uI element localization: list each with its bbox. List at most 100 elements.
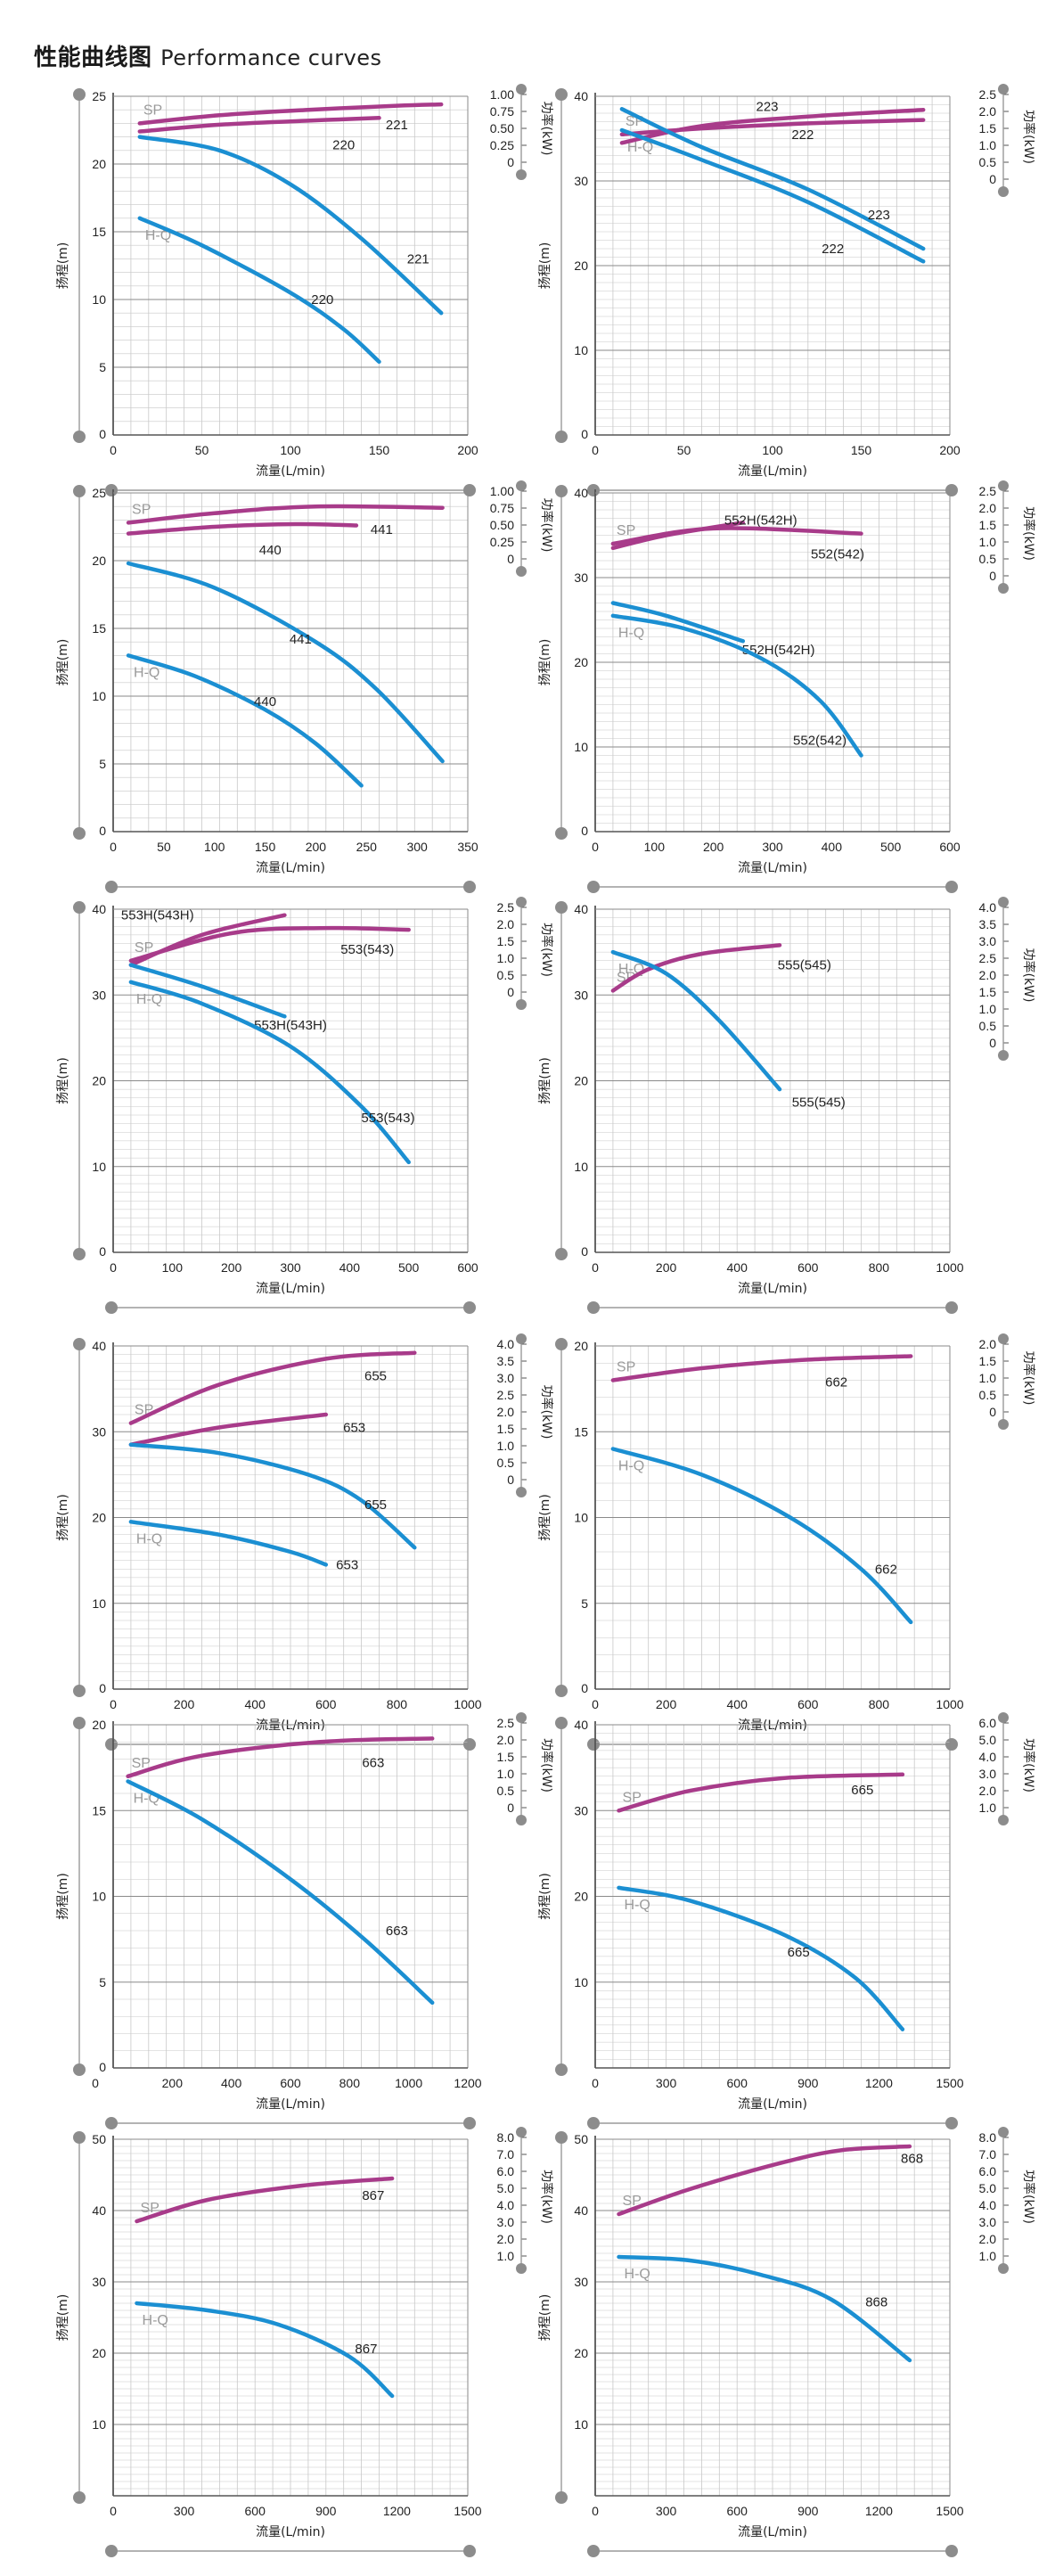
head-curve-868 (617, 2254, 912, 2363)
x-tick-label: 300 (656, 2076, 677, 2090)
y2-axis-label: 功率(kW) (539, 498, 554, 553)
y2-tick-label: 5.0 (979, 2181, 997, 2195)
y2-tick-label: 0.5 (979, 155, 997, 169)
y-tick-label: 40 (92, 902, 106, 916)
series-label: 552(542) (811, 546, 864, 562)
x-tick-label: 0 (592, 840, 599, 854)
y2-tick-label: 4.0 (497, 2198, 515, 2212)
x-tick-label: 200 (656, 1697, 677, 1711)
axis-end-dot (463, 484, 476, 496)
y-tick-label: 5 (99, 1975, 106, 1989)
x-tick-label: 200 (703, 840, 724, 854)
x-tick-label: 1500 (936, 2504, 963, 2518)
x-tick-label: 1000 (395, 2076, 422, 2090)
x-tick-label: 900 (797, 2504, 819, 2518)
x-tick-label: 200 (162, 2076, 184, 2090)
axis-end-dot (516, 84, 527, 94)
axis-end-dot (105, 484, 118, 496)
head-curve-222 (619, 127, 926, 264)
axis-end-dot (73, 1717, 86, 1729)
series-label: 653 (343, 1420, 365, 1435)
axis-end-dot (73, 431, 86, 443)
y-axis-label: 扬程(m) (538, 1873, 552, 1920)
y2-tick-label: 2.0 (979, 1337, 997, 1351)
x-tick-label: 600 (457, 1260, 478, 1275)
head-curve-665 (617, 1885, 905, 2031)
hq-tag: H-Q (627, 140, 653, 155)
series-label: 662 (825, 1374, 847, 1390)
x-tick-label: 600 (727, 2076, 748, 2090)
power-curve-655 (128, 1350, 417, 1425)
chart-11: 10 20 30 40 50 0 300 600 900 1200 1500 流量(L/min) 扬程(… (56, 2127, 554, 2557)
series-label: 220 (332, 138, 355, 153)
series-label: 222 (822, 242, 844, 257)
power-curve-662 (610, 1354, 913, 1382)
axis-end-dot (998, 1712, 1009, 1723)
chart-10: 10 20 30 40 0 300 600 900 1200 1500 流量(L/min) 扬程(m)… (538, 1712, 1036, 2129)
axis-end-dot (105, 2117, 118, 2129)
y-tick-label: 40 (574, 902, 588, 916)
power-curve-555545 (610, 943, 782, 993)
y-tick-label: 15 (574, 1424, 588, 1439)
y2-tick-label: 1.5 (979, 985, 997, 999)
y2-tick-label: 3.5 (979, 917, 997, 931)
series-label: 868 (901, 2152, 923, 2167)
head-curve-553543 (128, 980, 411, 1165)
y-tick-label: 0 (581, 1681, 588, 1695)
y-tick-label: 15 (92, 621, 106, 636)
axis-end-dot (555, 1248, 568, 1260)
power-curve-653 (128, 1412, 329, 1447)
x-tick-label: 1200 (865, 2076, 893, 2090)
x-tick-label: 50 (195, 443, 209, 457)
x-tick-label: 300 (280, 1260, 301, 1275)
y2-tick-label: 1.5 (497, 1750, 515, 1764)
y-axis-label: 扬程(m) (538, 1494, 552, 1541)
power-curve-440 (126, 521, 359, 536)
y-tick-label: 20 (92, 1718, 106, 1732)
y2-tick-label: 1.00 (490, 484, 514, 498)
sp-tag: SP (135, 940, 153, 956)
y2-tick-label: 1.0 (979, 535, 997, 549)
y2-tick-label: 1.00 (490, 87, 514, 102)
sp-tag: SP (617, 970, 635, 985)
x-tick-label: 600 (315, 1697, 337, 1711)
series-label: 663 (362, 1755, 384, 1770)
y2-tick-label: 1.0 (497, 1767, 515, 1781)
x-tick-label: 0 (592, 1697, 599, 1711)
series-label: 223 (868, 208, 890, 223)
axis-end-dot (555, 431, 568, 443)
axis-end-dot (998, 897, 1009, 907)
y-tick-label: 50 (92, 2132, 106, 2146)
y-tick-label: 10 (92, 2417, 106, 2432)
axis-end-dot (587, 1738, 600, 1751)
y2-tick-label: 6.0 (497, 2164, 515, 2178)
axis-end-dot (555, 1685, 568, 1697)
x-tick-label: 0 (92, 2076, 99, 2090)
x-axis-label: 流量(L/min) (256, 2525, 325, 2539)
axis-end-dot (73, 2063, 86, 2076)
y2-tick-label: 2.5 (979, 87, 997, 102)
power-curve-223 (619, 107, 926, 145)
axis-end-dot (73, 1248, 86, 1260)
x-tick-label: 100 (204, 840, 225, 854)
y2-tick-label: 2.5 (497, 1388, 515, 1402)
series-label: 441 (371, 522, 393, 537)
x-tick-label: 600 (939, 840, 961, 854)
series-label: 553H(543H) (121, 908, 194, 923)
y-tick-label: 0 (99, 1681, 106, 1695)
y2-tick-label: 5.0 (979, 1733, 997, 1747)
y2-tick-label: 0 (507, 1473, 514, 1487)
x-tick-label: 300 (174, 2504, 195, 2518)
x-tick-label: 800 (869, 1697, 890, 1711)
y2-tick-label: 0.5 (497, 1784, 515, 1798)
y2-tick-label: 1.0 (979, 1002, 997, 1016)
y2-tick-label: 3.0 (979, 934, 997, 948)
y2-tick-label: 1.0 (979, 138, 997, 152)
y2-tick-label: 0 (507, 1801, 514, 1815)
y2-tick-label: 2.0 (979, 968, 997, 982)
axis-end-dot (998, 480, 1009, 491)
axis-end-dot (555, 827, 568, 840)
y2-tick-label: 1.0 (979, 1801, 997, 1815)
